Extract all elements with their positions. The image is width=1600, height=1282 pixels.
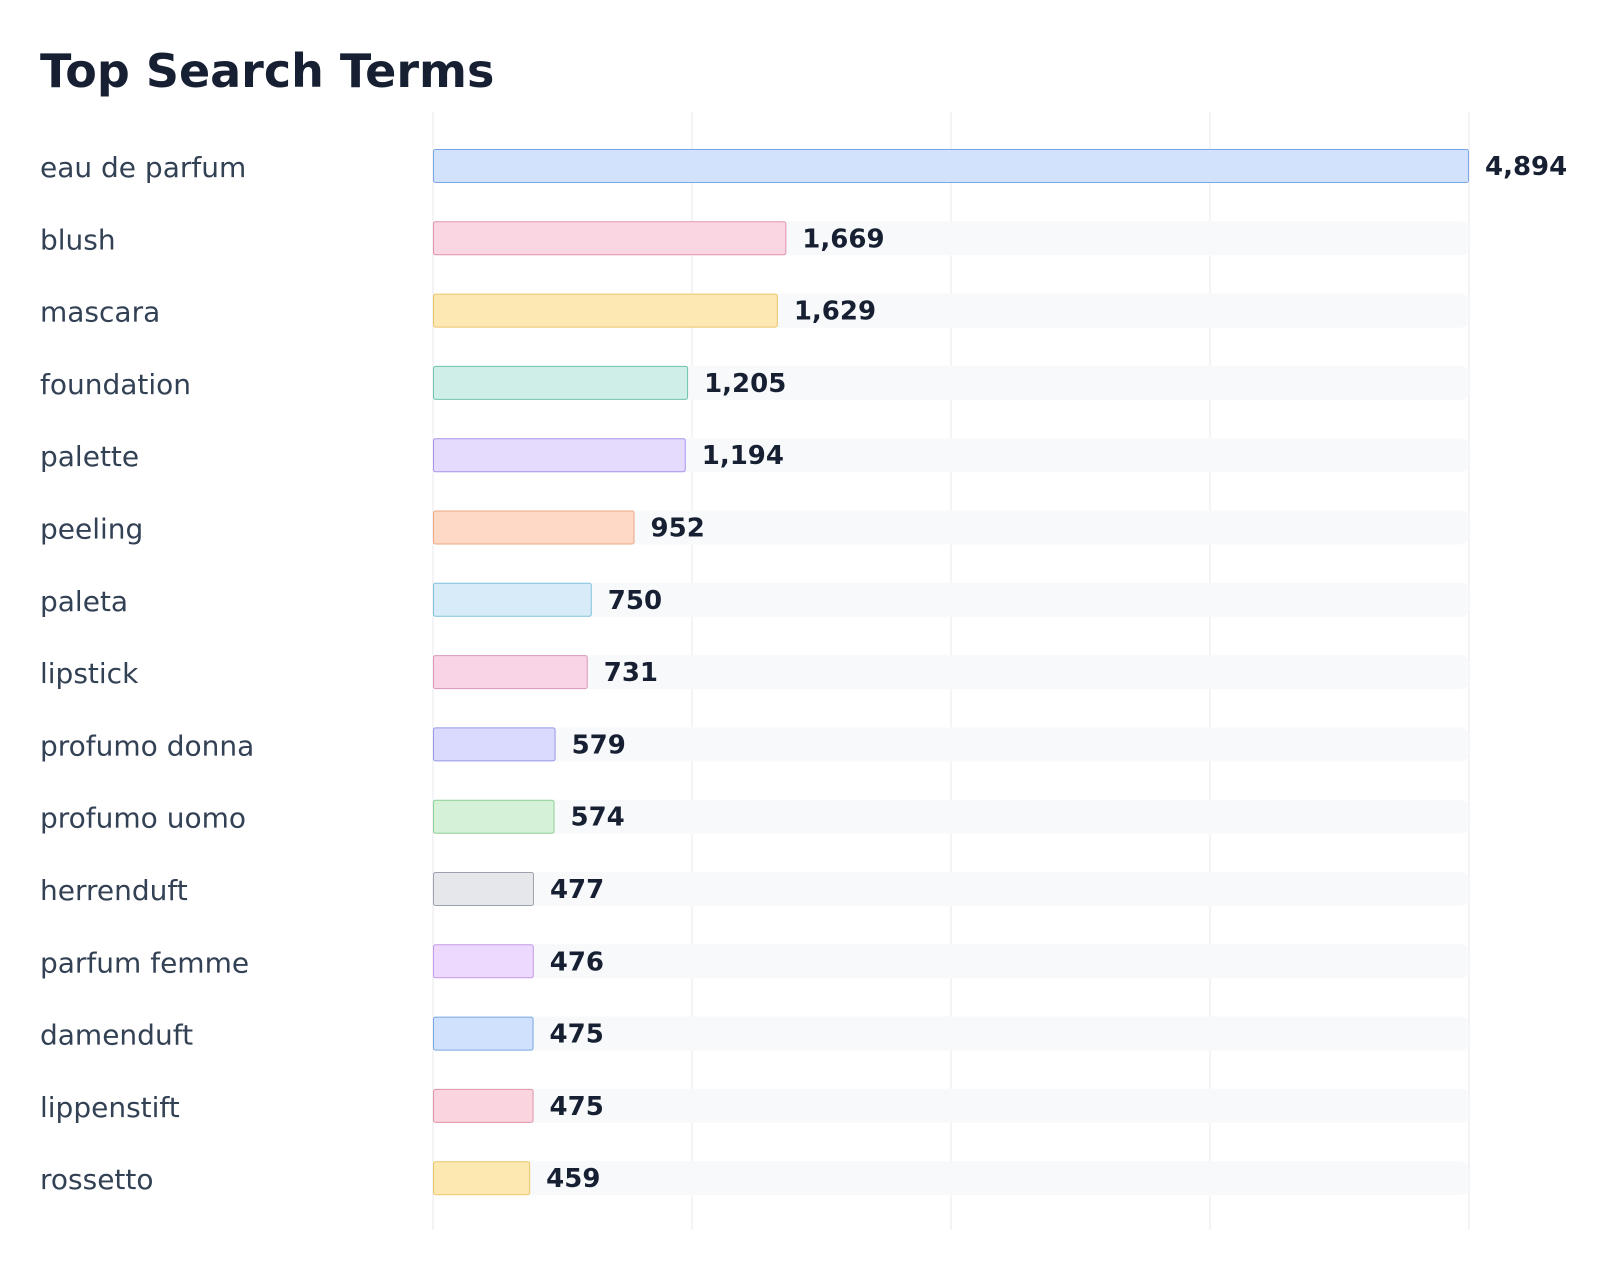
category-label: damenduft xyxy=(40,1019,193,1052)
bar xyxy=(433,438,686,473)
bar-track xyxy=(433,944,1469,979)
bar-track xyxy=(433,510,1469,545)
bar xyxy=(433,221,787,256)
value-label: 1,205 xyxy=(704,369,786,399)
value-label: 952 xyxy=(651,514,705,544)
bar-track xyxy=(433,365,1469,400)
value-label: 475 xyxy=(550,1092,604,1122)
bar xyxy=(433,293,778,328)
category-label: herrenduft xyxy=(40,874,188,907)
bar-track xyxy=(433,727,1469,762)
bar-track xyxy=(433,1161,1469,1196)
bar xyxy=(433,149,1469,183)
bar xyxy=(433,872,534,906)
chart-title: Top Search Terms xyxy=(40,44,495,98)
value-label: 1,669 xyxy=(802,224,884,254)
bar xyxy=(433,582,592,617)
value-label: 459 xyxy=(546,1164,600,1194)
bar xyxy=(433,365,689,400)
category-label: parfum femme xyxy=(40,946,249,979)
category-label: profumo donna xyxy=(40,729,254,762)
category-label: paleta xyxy=(40,585,128,618)
bar xyxy=(433,799,555,834)
category-labels: eau de parfum blush mascara foundation palet… xyxy=(40,151,254,1196)
bars xyxy=(433,149,1469,1196)
category-label: lipstick xyxy=(40,657,139,690)
category-label: peeling xyxy=(40,513,143,546)
value-label: 750 xyxy=(608,586,662,616)
bar xyxy=(433,944,534,979)
bar-track xyxy=(433,1016,1469,1051)
bar xyxy=(433,1016,534,1051)
value-label: 477 xyxy=(550,875,604,905)
value-label: 476 xyxy=(550,947,604,977)
bar-track xyxy=(433,872,1469,906)
category-label: eau de parfum xyxy=(40,151,246,184)
value-label: 1,629 xyxy=(794,297,876,327)
value-label: 731 xyxy=(604,658,658,688)
bar-track xyxy=(433,438,1469,473)
bar xyxy=(433,510,635,545)
category-label: mascara xyxy=(40,296,160,329)
bar-track xyxy=(433,1088,1469,1123)
category-label: rossetto xyxy=(40,1163,154,1196)
category-label: profumo uomo xyxy=(40,802,246,835)
bar-track xyxy=(433,799,1469,834)
bar-track xyxy=(433,655,1469,690)
bar xyxy=(433,1088,534,1123)
category-label: blush xyxy=(40,223,116,256)
category-label: foundation xyxy=(40,368,191,401)
bar xyxy=(433,1161,531,1196)
value-label: 1,194 xyxy=(702,441,784,471)
bar xyxy=(433,655,588,690)
value-label: 574 xyxy=(571,803,625,833)
bar-track xyxy=(433,582,1469,617)
category-label: lippenstift xyxy=(40,1091,180,1124)
value-labels: 4,894 1,669 1,629 1,205 1,194 952 750 731 579 574… xyxy=(546,152,1567,1194)
value-label: 579 xyxy=(572,730,626,760)
bar xyxy=(433,727,556,762)
value-label: 4,894 xyxy=(1485,152,1567,182)
category-label: palette xyxy=(40,440,139,473)
value-label: 475 xyxy=(550,1020,604,1050)
